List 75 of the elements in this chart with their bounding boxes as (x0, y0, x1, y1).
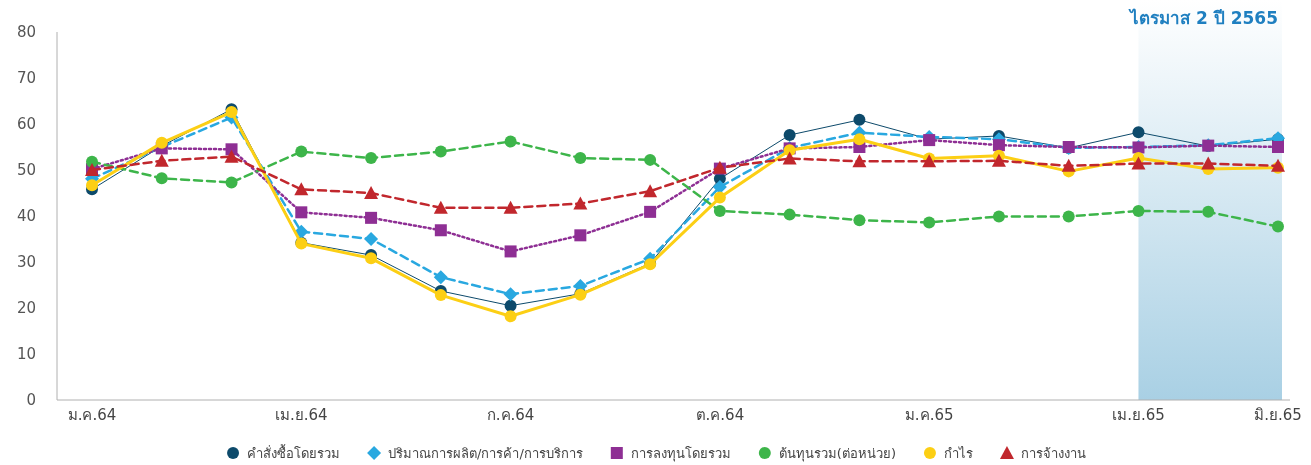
legend-label: ปริมาณการผลิต/การค้า/การบริการ (388, 446, 583, 461)
point (155, 172, 168, 185)
point (1132, 126, 1145, 139)
point (294, 182, 309, 196)
point (364, 186, 379, 199)
point (991, 153, 1006, 167)
y-tick-label: 30 (16, 253, 36, 271)
point (853, 214, 866, 227)
point (154, 153, 169, 167)
point (365, 211, 378, 224)
point (434, 224, 447, 237)
point (713, 204, 726, 217)
x-tick-label: ม.ค.64 (67, 406, 117, 424)
band-label: ไตรมาส 2 ปี 2565 (1128, 8, 1278, 28)
x-tick-label: มิ.ย.65 (1254, 406, 1302, 424)
point (1061, 158, 1076, 172)
point (783, 208, 796, 221)
point (504, 310, 517, 323)
point (1132, 204, 1145, 217)
y-tick-label: 80 (16, 23, 36, 41)
point (225, 176, 238, 189)
point (503, 287, 518, 302)
x-tick-label: เม.ย.64 (274, 406, 328, 424)
y-tick-label: 0 (26, 391, 36, 409)
point (295, 206, 308, 219)
y-tick-label: 50 (16, 161, 36, 179)
point (713, 191, 726, 204)
point (923, 216, 936, 229)
legend-label: กำไร (943, 446, 973, 461)
point (434, 145, 447, 158)
legend-label: การลงทุนโดยรวม (630, 446, 731, 462)
legend-label: การจ้างงาน (1020, 446, 1086, 461)
point (504, 245, 517, 258)
point (1202, 205, 1215, 218)
point (853, 133, 866, 146)
point (434, 289, 447, 302)
point (853, 113, 866, 126)
y-tick-label: 10 (16, 345, 36, 363)
point (1272, 220, 1284, 233)
x-tick-label: ก.ค.64 (486, 406, 535, 424)
point (1201, 156, 1216, 170)
legend-label: ต้นทุนรวม(ต่อหน่วย) (778, 446, 896, 462)
point (503, 200, 518, 214)
point (365, 152, 378, 165)
point (574, 229, 587, 242)
point (992, 139, 1005, 152)
point (783, 129, 796, 142)
point (992, 210, 1005, 223)
point (643, 184, 658, 198)
x-tick-label: เม.ย.65 (1112, 406, 1165, 424)
point (433, 270, 448, 285)
y-tick-label: 40 (16, 207, 36, 225)
point (573, 196, 588, 210)
point (782, 151, 797, 165)
x-tick-label: ต.ค.64 (695, 406, 745, 424)
y-tick-label: 70 (16, 69, 36, 87)
point (224, 149, 239, 163)
point (644, 153, 657, 166)
point (1131, 156, 1146, 170)
x-tick-label: ม.ค.65 (904, 406, 954, 424)
y-tick-label: 20 (16, 299, 36, 317)
point (364, 232, 379, 246)
point (852, 154, 867, 168)
point (574, 152, 587, 165)
point (86, 179, 98, 192)
point (1272, 141, 1284, 153)
point (295, 145, 308, 158)
y-tick-label: 60 (16, 115, 36, 133)
point (155, 136, 168, 149)
point (1062, 210, 1075, 223)
point (644, 205, 657, 218)
point (504, 299, 517, 312)
point (433, 200, 448, 214)
legend-label: คำสั่งซื้อโดยรวม (247, 444, 341, 461)
point (504, 135, 517, 148)
